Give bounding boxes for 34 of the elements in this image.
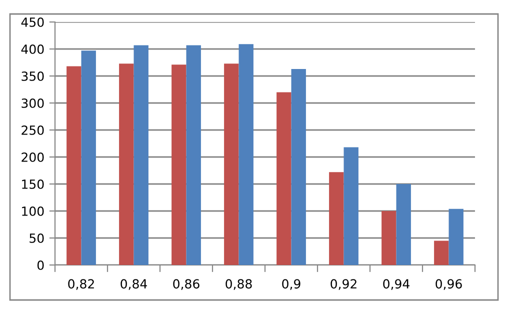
bar	[66, 66, 82, 265]
x-tick-label: 0,84	[120, 279, 147, 290]
y-tick-label: 450	[21, 17, 44, 27]
y-tick-label: 50	[30, 233, 44, 243]
y-tick-label: 100	[22, 206, 44, 216]
y-tick-label: 0	[37, 260, 44, 270]
bar	[329, 172, 344, 265]
bar	[119, 64, 134, 265]
x-tick-label: 0,82	[68, 279, 94, 290]
bar	[291, 68, 306, 265]
bar	[238, 44, 254, 265]
bar	[224, 64, 239, 265]
bar	[382, 211, 396, 265]
y-tick-label: 200	[22, 152, 44, 162]
x-tick-label: 0,94	[383, 279, 410, 290]
x-tick-label: 0,9	[282, 279, 300, 290]
x-tick-label: 0,92	[330, 279, 356, 290]
y-tick-label: 400	[21, 44, 44, 54]
bar	[396, 184, 411, 265]
bar	[448, 208, 464, 265]
x-tick-label: 0,88	[226, 279, 252, 290]
bar	[434, 240, 449, 265]
bar	[344, 147, 358, 265]
bar	[134, 45, 148, 265]
x-tick-label: 0,86	[173, 279, 200, 290]
y-tick-label: 250	[22, 125, 44, 135]
bar	[172, 64, 186, 265]
x-tick-label: 0,96	[436, 279, 462, 290]
y-tick-label: 300	[22, 98, 44, 108]
y-tick-label: 350	[22, 71, 44, 81]
y-tick-label: 150	[22, 179, 44, 189]
bar	[186, 45, 201, 265]
bar	[81, 50, 96, 265]
bar	[276, 92, 292, 265]
